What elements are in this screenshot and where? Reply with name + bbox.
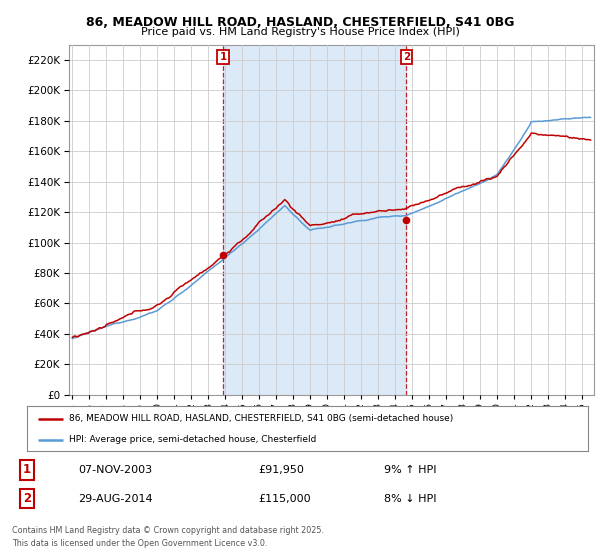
Text: 86, MEADOW HILL ROAD, HASLAND, CHESTERFIELD, S41 0BG: 86, MEADOW HILL ROAD, HASLAND, CHESTERFI… bbox=[86, 16, 514, 29]
Bar bbox=[223, 45, 406, 395]
Text: 2: 2 bbox=[23, 492, 31, 505]
Text: Price paid vs. HM Land Registry's House Price Index (HPI): Price paid vs. HM Land Registry's House … bbox=[140, 27, 460, 37]
Text: £115,000: £115,000 bbox=[258, 494, 311, 503]
Text: HPI: Average price, semi-detached house, Chesterfield: HPI: Average price, semi-detached house,… bbox=[69, 435, 316, 444]
Text: 1: 1 bbox=[23, 463, 31, 476]
Text: 2: 2 bbox=[403, 52, 410, 62]
Text: £91,950: £91,950 bbox=[258, 465, 304, 475]
Text: 07-NOV-2003: 07-NOV-2003 bbox=[78, 465, 152, 475]
Text: 9% ↑ HPI: 9% ↑ HPI bbox=[384, 465, 437, 475]
Text: 1: 1 bbox=[220, 52, 227, 62]
Text: 86, MEADOW HILL ROAD, HASLAND, CHESTERFIELD, S41 0BG (semi-detached house): 86, MEADOW HILL ROAD, HASLAND, CHESTERFI… bbox=[69, 414, 454, 423]
Text: Contains HM Land Registry data © Crown copyright and database right 2025.
This d: Contains HM Land Registry data © Crown c… bbox=[12, 526, 324, 548]
Text: 8% ↓ HPI: 8% ↓ HPI bbox=[384, 494, 437, 503]
Text: 29-AUG-2014: 29-AUG-2014 bbox=[78, 494, 152, 503]
